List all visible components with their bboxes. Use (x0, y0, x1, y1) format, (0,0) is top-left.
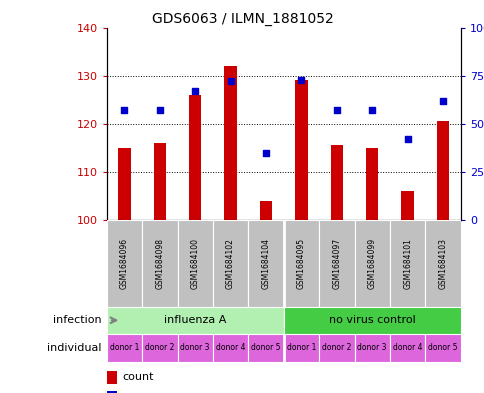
Text: donor 5: donor 5 (251, 343, 280, 352)
Point (155, 107, 163, 114)
Point (261, 149, 269, 156)
Bar (248, 220, 283, 307)
Bar (177, 334, 212, 362)
Text: infection: infection (53, 315, 102, 325)
Bar (283, 307, 460, 334)
Bar (330, 145, 342, 220)
Text: donor 1: donor 1 (109, 343, 139, 352)
Point (226, 78, 234, 84)
Bar (106, 391, 117, 393)
Text: no virus control: no virus control (328, 315, 415, 325)
Text: GSM1684096: GSM1684096 (120, 238, 129, 289)
Bar (142, 220, 177, 307)
Text: GSM1684104: GSM1684104 (261, 238, 270, 289)
Bar (153, 143, 166, 220)
Bar (259, 201, 272, 220)
Bar (189, 95, 201, 220)
Bar (142, 334, 177, 362)
Text: GSM1684102: GSM1684102 (226, 238, 235, 289)
Bar (224, 66, 236, 220)
Bar (283, 334, 318, 362)
Bar (318, 220, 354, 307)
Bar (436, 121, 448, 220)
Point (120, 107, 128, 114)
Text: GSM1684095: GSM1684095 (296, 238, 305, 289)
Bar (106, 334, 142, 362)
Bar (106, 371, 117, 384)
Text: GSM1684099: GSM1684099 (367, 238, 376, 289)
Text: donor 2: donor 2 (321, 343, 351, 352)
Bar (318, 334, 354, 362)
Bar (118, 148, 130, 220)
Text: GSM1684097: GSM1684097 (332, 238, 341, 289)
Bar (401, 191, 413, 220)
Text: count: count (122, 372, 154, 382)
Bar (106, 220, 142, 307)
Bar (212, 334, 248, 362)
Point (332, 107, 340, 114)
Bar (295, 81, 307, 220)
Text: donor 4: donor 4 (215, 343, 245, 352)
Text: donor 3: donor 3 (180, 343, 210, 352)
Bar (389, 220, 424, 307)
Bar (177, 220, 212, 307)
Bar (389, 334, 424, 362)
Bar (248, 334, 283, 362)
Text: donor 2: donor 2 (145, 343, 174, 352)
Bar (365, 148, 378, 220)
Bar (283, 220, 318, 307)
Point (297, 76, 305, 83)
Text: donor 4: donor 4 (392, 343, 422, 352)
Bar (354, 334, 389, 362)
Text: GSM1684101: GSM1684101 (402, 238, 411, 289)
Point (368, 107, 376, 114)
Text: GSM1684103: GSM1684103 (438, 238, 447, 289)
Bar (424, 220, 460, 307)
Point (191, 88, 198, 94)
Text: donor 3: donor 3 (357, 343, 386, 352)
Point (403, 136, 410, 142)
Bar (354, 220, 389, 307)
Text: donor 1: donor 1 (286, 343, 316, 352)
Bar (212, 220, 248, 307)
Text: donor 5: donor 5 (427, 343, 457, 352)
Text: GSM1684100: GSM1684100 (190, 238, 199, 289)
Bar (424, 334, 460, 362)
Text: influenza A: influenza A (164, 315, 226, 325)
Text: individual: individual (47, 343, 102, 353)
Text: GDS6063 / ILMN_1881052: GDS6063 / ILMN_1881052 (151, 12, 333, 26)
Point (438, 97, 446, 104)
Bar (106, 307, 283, 334)
Text: GSM1684098: GSM1684098 (155, 238, 164, 289)
